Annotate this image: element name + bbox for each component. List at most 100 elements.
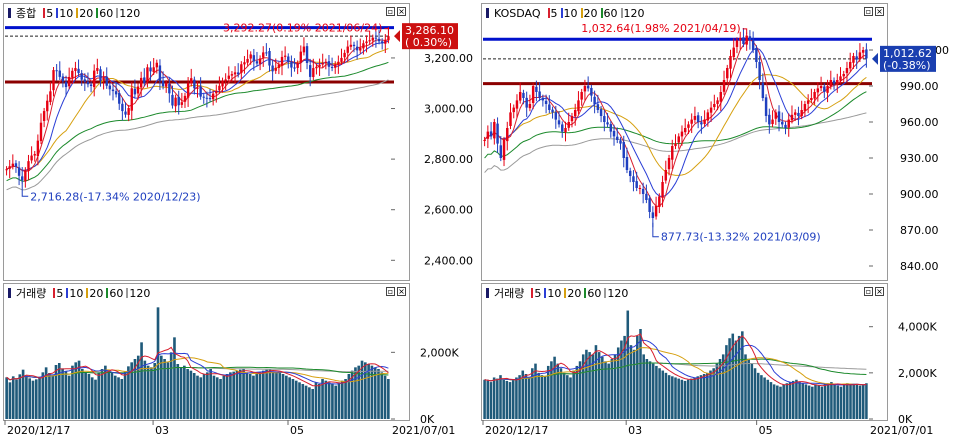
candle: [509, 112, 512, 126]
volume-bar: [41, 372, 45, 419]
high-annotation: 3,292.27(0.19% 2021/06/24): [223, 22, 382, 35]
close-icon[interactable]: ×: [875, 7, 884, 16]
volume-bar: [734, 340, 738, 419]
candle: [518, 92, 522, 101]
low-annotation: 877.73(-13.32% 2021/03/09): [661, 231, 821, 244]
candle: [596, 104, 600, 110]
volume-bar: [21, 369, 25, 419]
candle: [716, 100, 719, 104]
ma10-line: [6, 40, 389, 171]
volume-bar: [186, 369, 189, 419]
candle: [787, 119, 790, 128]
candle: [515, 100, 519, 109]
volume-bar: [636, 335, 639, 419]
volume-bar: [811, 386, 814, 419]
y-tick-label: 960.00: [900, 116, 939, 129]
volume-bar: [222, 375, 226, 419]
maximize-icon[interactable]: ▫: [864, 287, 873, 296]
maximize-icon[interactable]: ▫: [864, 7, 873, 16]
candle: [199, 86, 202, 97]
candle: [30, 155, 33, 161]
volume-bar: [728, 338, 731, 419]
candle: [36, 140, 40, 156]
volume-bar: [301, 384, 305, 419]
candle: [293, 67, 296, 69]
candle: [262, 52, 265, 58]
volume-bar: [795, 379, 798, 419]
candle: [541, 97, 545, 101]
candle: [355, 46, 359, 51]
volume-bar: [766, 379, 770, 419]
candle: [227, 75, 230, 79]
volume-bar: [252, 375, 255, 419]
volume-bar: [683, 380, 687, 419]
candle: [93, 70, 96, 88]
volume-bar: [215, 377, 219, 419]
volume-y-tick-label: 4,000K: [898, 321, 937, 334]
candle: [114, 91, 118, 95]
kosdaq-volume-legend: 거래량 5 10 20 60 120: [486, 286, 628, 300]
candle: [638, 188, 642, 189]
volume-bar: [169, 352, 173, 419]
volume-bar: [801, 383, 805, 419]
volume-bar: [44, 367, 48, 419]
volume-bar: [693, 377, 696, 419]
volume-bar: [57, 363, 61, 419]
volume-bar: [833, 384, 836, 419]
candle: [813, 92, 816, 99]
volume-bar: [340, 380, 344, 419]
volume-bar: [865, 383, 868, 419]
candle: [64, 81, 68, 88]
candle: [374, 37, 378, 39]
maximize-icon[interactable]: ▫: [386, 7, 395, 16]
close-icon[interactable]: ×: [397, 287, 406, 296]
candle: [561, 124, 564, 132]
candle: [240, 64, 243, 73]
volume-bar: [133, 359, 137, 419]
candle: [823, 86, 826, 92]
high-annotation: 1,032.64(1.98% 2021/04/19): [581, 22, 740, 35]
close-icon[interactable]: ×: [397, 7, 406, 16]
volume-bar: [852, 384, 855, 419]
maximize-icon[interactable]: ▫: [386, 287, 395, 296]
candle: [635, 181, 638, 188]
candle: [183, 95, 187, 102]
candle: [321, 63, 324, 65]
x-tick-label: 03: [155, 424, 169, 435]
ma120-line: [484, 112, 867, 173]
volume-bar: [667, 375, 671, 419]
volume-bar: [782, 384, 785, 419]
candle: [557, 120, 561, 125]
candle: [599, 109, 603, 116]
volume-bar: [817, 385, 820, 419]
volume-bar: [364, 362, 367, 419]
volume-bar: [206, 372, 209, 419]
volume-bar: [5, 377, 8, 419]
volume-bar: [769, 382, 773, 419]
volume-bar: [285, 375, 288, 419]
candle: [271, 65, 274, 72]
candle: [208, 98, 212, 100]
candle: [265, 52, 268, 54]
kospi-legend-title: 종합: [16, 7, 37, 20]
x-tick-label: 2020/12/17: [485, 424, 548, 435]
volume-bar: [113, 375, 117, 419]
volume-bar: [756, 372, 760, 419]
close-icon[interactable]: ×: [875, 287, 884, 296]
candle: [74, 68, 77, 71]
volume-bar: [51, 375, 55, 419]
volume-bar: [604, 361, 607, 419]
legend-ma10: 10: [56, 7, 73, 20]
volume-bar: [575, 365, 579, 419]
high-arrow: [742, 28, 748, 34]
candle: [726, 68, 729, 79]
volume-bar: [373, 367, 377, 419]
ma120-line: [6, 79, 389, 191]
current-value-pointer-icon: [394, 30, 400, 43]
volume-bar: [823, 384, 827, 419]
candle: [632, 176, 635, 182]
candle: [713, 104, 716, 108]
volume-bar: [642, 354, 645, 419]
volume-bar: [556, 363, 560, 419]
volume-bar: [238, 369, 242, 419]
